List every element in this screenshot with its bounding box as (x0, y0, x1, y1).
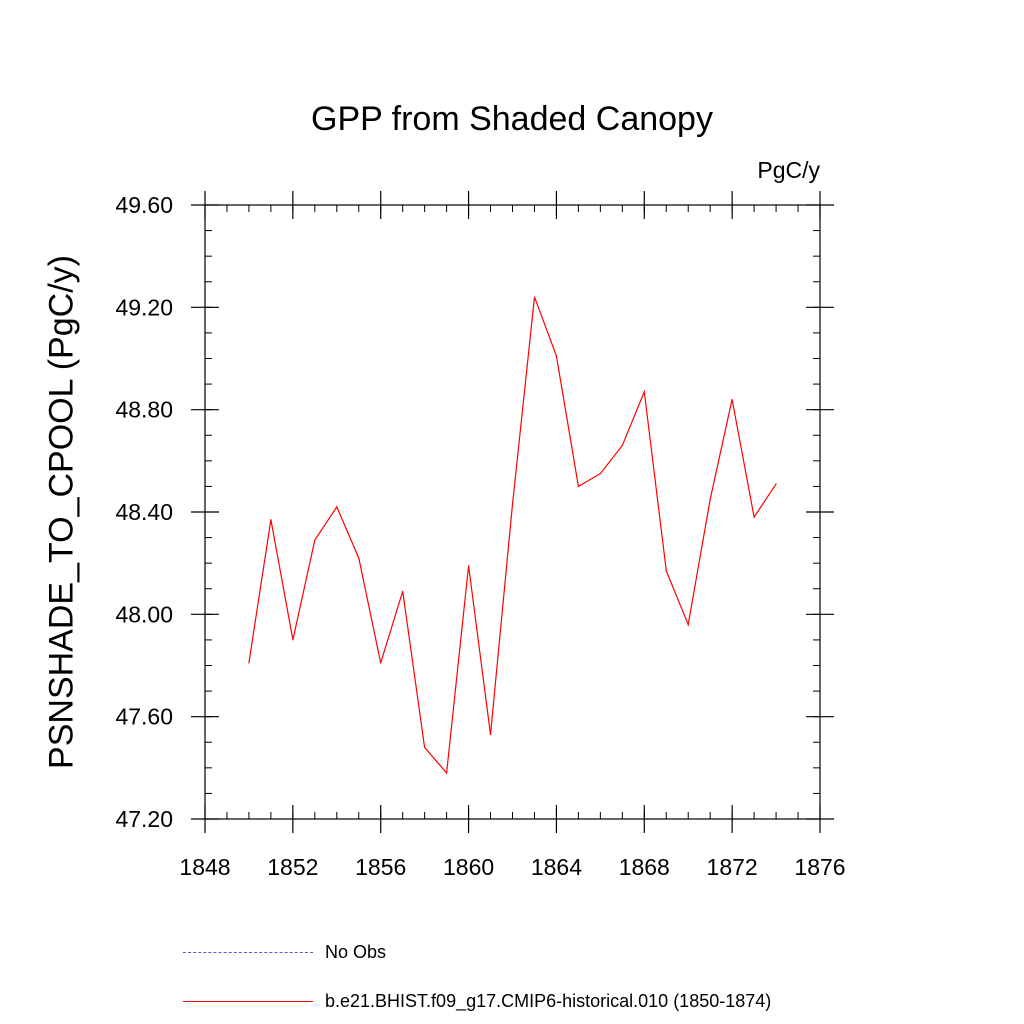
data-point (621, 444, 623, 447)
series-line (248, 296, 777, 775)
data-point (731, 398, 733, 401)
x-tick-label: 1860 (443, 854, 494, 880)
data-point (446, 772, 448, 774)
x-tick-label: 1848 (179, 854, 230, 880)
x-tick-label: 1856 (355, 854, 406, 880)
y-tick-label: 47.20 (115, 806, 173, 832)
x-tick-label: 1868 (619, 854, 670, 880)
plot-frame (204, 204, 821, 820)
legend-item-no-obs: No Obs (183, 942, 386, 963)
data-point (511, 503, 514, 505)
data-point (555, 355, 558, 357)
legend-swatch-solid (183, 1001, 313, 1002)
data-point (753, 516, 755, 518)
x-tick-label: 1872 (707, 854, 758, 880)
data-point (687, 623, 689, 626)
x-tick-label: 1876 (794, 854, 845, 880)
chart-title: GPP from Shaded Canopy (311, 100, 713, 138)
y-tick-label: 48.40 (115, 499, 173, 525)
x-tick-label: 1864 (531, 854, 582, 880)
data-point (599, 473, 601, 475)
y-tick-label: 48.00 (115, 601, 173, 627)
data-point (424, 746, 426, 748)
data-point (248, 662, 250, 664)
y-tick-label: 48.80 (115, 397, 173, 423)
data-point (336, 506, 338, 508)
data-point (402, 590, 404, 592)
data-point (292, 639, 294, 641)
data-point (314, 539, 316, 541)
legend-item-historical: b.e21.BHIST.f09_g17.CMIP6-historical.010… (183, 991, 771, 1012)
x-tick-label: 1852 (267, 854, 318, 880)
data-point (643, 391, 645, 393)
data-point (709, 498, 711, 500)
y-tick-label: 49.20 (115, 294, 173, 320)
data-point (665, 570, 667, 572)
units-label: PgC/y (757, 157, 820, 183)
data-point (489, 733, 492, 736)
data-point (270, 519, 272, 521)
data-point (467, 565, 470, 567)
legend-label-no-obs: No Obs (325, 942, 387, 962)
data-point (533, 296, 536, 298)
y-tick-label: 49.60 (115, 192, 173, 218)
data-point (577, 485, 579, 488)
data-point (775, 483, 777, 485)
data-point (358, 557, 360, 559)
data-point (380, 662, 382, 664)
legend-label-historical: b.e21.BHIST.f09_g17.CMIP6-historical.010… (325, 991, 772, 1011)
y-tick-label: 47.60 (115, 704, 173, 730)
legend-swatch-dashed (183, 952, 313, 953)
